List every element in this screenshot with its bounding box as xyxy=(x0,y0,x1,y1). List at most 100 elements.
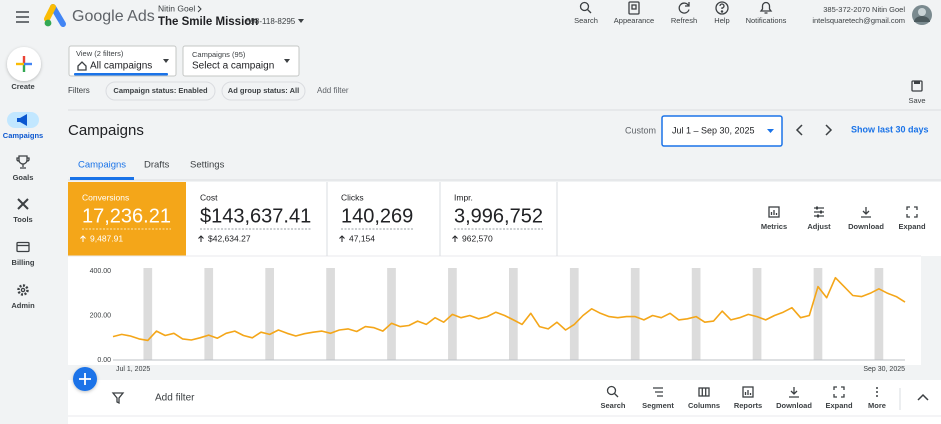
scorecard-value: 3,996,752 xyxy=(454,205,543,227)
scorecard-name: Impr. xyxy=(454,192,473,202)
tab[interactable]: Settings xyxy=(190,160,225,171)
date-range: Jul 1 – Sep 30, 2025 xyxy=(672,125,755,135)
account-dropdown[interactable] xyxy=(298,19,304,23)
chart-tool[interactable]: Download xyxy=(848,222,884,231)
campaigns-value: Select a campaign xyxy=(192,61,274,72)
table-tool[interactable]: Expand xyxy=(825,401,853,410)
weekend-band xyxy=(752,268,762,360)
header-action[interactable]: Appearance xyxy=(614,16,654,25)
add-filter[interactable]: Add filter xyxy=(317,86,349,95)
icon-part xyxy=(17,198,29,210)
icon-part xyxy=(77,61,87,71)
table-tool[interactable]: Segment xyxy=(642,401,674,410)
nav-icon xyxy=(17,114,27,126)
weekend-band xyxy=(509,268,518,360)
icon-part xyxy=(606,385,617,396)
change-arrow xyxy=(339,235,345,242)
product-name: Google Ads xyxy=(72,8,155,25)
table-tool[interactable]: More xyxy=(868,401,886,410)
weekend-band xyxy=(387,268,396,360)
weekend-band xyxy=(204,268,214,360)
weekend-band xyxy=(569,268,579,360)
google-ads-logo xyxy=(44,4,66,27)
nav-icon xyxy=(17,284,29,296)
chart-tool-icon xyxy=(814,206,824,218)
header-action[interactable]: Notifications xyxy=(746,16,787,25)
scorecard-change: 47,154 xyxy=(349,233,375,243)
weekend-band xyxy=(265,268,275,360)
view-dropdown[interactable] xyxy=(68,45,177,77)
add-button[interactable] xyxy=(73,367,97,391)
icon-part xyxy=(614,393,619,398)
nav-label[interactable]: Billing xyxy=(12,258,35,267)
icon-part xyxy=(759,1,773,12)
y-tick-label: 0.00 xyxy=(97,357,111,364)
account-user[interactable]: Nitin Goel xyxy=(158,3,195,13)
chart-tool[interactable]: Expand xyxy=(898,222,926,231)
table-add-filter[interactable]: Add filter xyxy=(155,393,195,404)
scorecard-value: 140,269 xyxy=(341,205,413,227)
nav-label[interactable]: Campaigns xyxy=(3,131,43,140)
previous-period[interactable] xyxy=(795,124,803,136)
collapse-button[interactable] xyxy=(917,393,929,401)
save-label[interactable]: Save xyxy=(908,96,925,105)
nav-label[interactable]: Goals xyxy=(13,173,34,182)
view-underline xyxy=(74,73,168,76)
campaign-dropdown[interactable] xyxy=(182,45,300,77)
x-tick-label: Sep 30, 2025 xyxy=(863,366,905,373)
view-label: View (2 filters) xyxy=(76,49,124,58)
weekend-band xyxy=(813,268,823,360)
icon-part xyxy=(111,392,125,405)
icon-part xyxy=(17,284,29,296)
change-arrow xyxy=(452,235,458,242)
change-arrow xyxy=(198,235,204,242)
next-period[interactable] xyxy=(825,124,833,136)
icon-part xyxy=(914,81,920,84)
icon-part xyxy=(20,287,26,293)
nav-label[interactable]: Tools xyxy=(13,215,32,224)
date-arrow xyxy=(767,129,774,133)
table-tool-icon xyxy=(876,387,878,397)
date-picker[interactable] xyxy=(661,115,783,147)
view-arrow xyxy=(163,59,169,63)
table-tool[interactable]: Search xyxy=(600,401,625,410)
header-action-icon xyxy=(759,1,773,14)
icon-part xyxy=(16,241,30,253)
nav-label[interactable]: Create xyxy=(11,82,34,91)
table-tool-icon xyxy=(698,387,710,397)
nav-icon xyxy=(16,155,30,169)
filter-chip[interactable] xyxy=(221,81,306,101)
chart-tool-icon xyxy=(768,206,780,218)
create-button[interactable] xyxy=(7,47,41,81)
account-name[interactable]: The Smile Mission xyxy=(158,16,258,28)
account-id: 598-118-8295 xyxy=(246,17,296,26)
breadcrumb-chevron xyxy=(197,5,202,13)
filter-chip[interactable] xyxy=(105,81,216,101)
header-action[interactable]: Refresh xyxy=(671,16,697,25)
selected-scorecard[interactable] xyxy=(68,182,186,256)
show-last[interactable]: Show last 30 days xyxy=(851,124,929,134)
table-tool[interactable]: Download xyxy=(776,401,812,410)
icon-part xyxy=(768,206,780,218)
filter-chip-label: Campaign status: Enabled xyxy=(113,86,208,95)
icon-part xyxy=(678,2,690,14)
table-tool-icon xyxy=(653,387,663,397)
header-action-icon xyxy=(579,1,592,14)
header-action[interactable]: Help xyxy=(714,16,729,25)
filter-icon xyxy=(111,392,125,405)
tab[interactable]: Campaigns xyxy=(78,160,126,171)
avatar[interactable] xyxy=(912,5,932,25)
table-tool[interactable]: Reports xyxy=(734,401,762,410)
header-action[interactable]: Search xyxy=(574,16,598,25)
chart-panel xyxy=(68,256,921,365)
nav-label[interactable]: Admin xyxy=(11,301,35,310)
chart-tool[interactable]: Metrics xyxy=(761,222,787,231)
tab[interactable]: Drafts xyxy=(144,160,170,171)
chart-tool[interactable]: Adjust xyxy=(807,222,831,231)
table-tool[interactable]: Columns xyxy=(688,401,720,410)
tab-underline xyxy=(70,177,134,180)
menu-button[interactable] xyxy=(16,11,29,23)
scorecard-value: 17,236.21 xyxy=(82,205,171,227)
header-action-icon xyxy=(678,2,690,14)
